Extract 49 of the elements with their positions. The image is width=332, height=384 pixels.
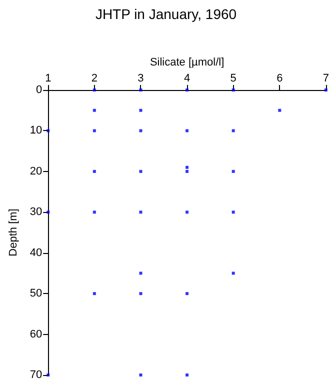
point — [92, 170, 96, 173]
point — [186, 88, 189, 92]
point — [139, 108, 142, 112]
point — [92, 108, 96, 112]
y-tick-label: 40 — [30, 246, 42, 259]
point — [92, 210, 96, 214]
point — [46, 129, 50, 132]
x-axis-title: Silicate [µmol/l] — [150, 56, 224, 69]
y-tick-label: 50 — [30, 288, 42, 300]
x-tick-label: 6 — [276, 72, 283, 84]
point — [186, 129, 189, 132]
point — [139, 292, 142, 296]
point — [232, 129, 235, 132]
point — [139, 210, 142, 214]
point — [186, 166, 189, 169]
point — [232, 210, 235, 214]
x-tick-label: 5 — [230, 72, 236, 84]
point — [324, 88, 328, 92]
y-tick-label: 0 — [36, 84, 42, 96]
point — [46, 374, 50, 376]
x-tick-label: 1 — [45, 72, 52, 84]
x-tick-label: 3 — [138, 72, 144, 84]
point — [186, 170, 189, 173]
y-tick-label: 70 — [30, 369, 42, 381]
point — [139, 374, 142, 376]
point — [92, 129, 96, 132]
point — [232, 88, 235, 92]
x-tick-label: 7 — [322, 72, 330, 84]
y-axis-title: Depth [m] — [8, 208, 20, 256]
point — [92, 88, 96, 92]
y-tick-label: 20 — [30, 165, 42, 178]
point — [186, 210, 189, 214]
point — [232, 170, 235, 173]
chart-title: JHTP in January, 1960 — [95, 6, 237, 22]
point — [139, 272, 142, 275]
point — [186, 292, 189, 296]
point — [92, 292, 96, 296]
point — [139, 129, 142, 132]
y-tick-label: 10 — [30, 124, 42, 137]
point — [46, 210, 50, 214]
point — [139, 170, 142, 173]
point — [232, 272, 235, 275]
y-tick-label: 60 — [30, 328, 42, 340]
y-tick-label: 30 — [30, 206, 42, 218]
x-tick-label: 4 — [184, 72, 190, 84]
x-tick-label: 2 — [91, 72, 98, 84]
point — [278, 108, 282, 112]
point — [186, 374, 189, 376]
point — [139, 88, 142, 92]
